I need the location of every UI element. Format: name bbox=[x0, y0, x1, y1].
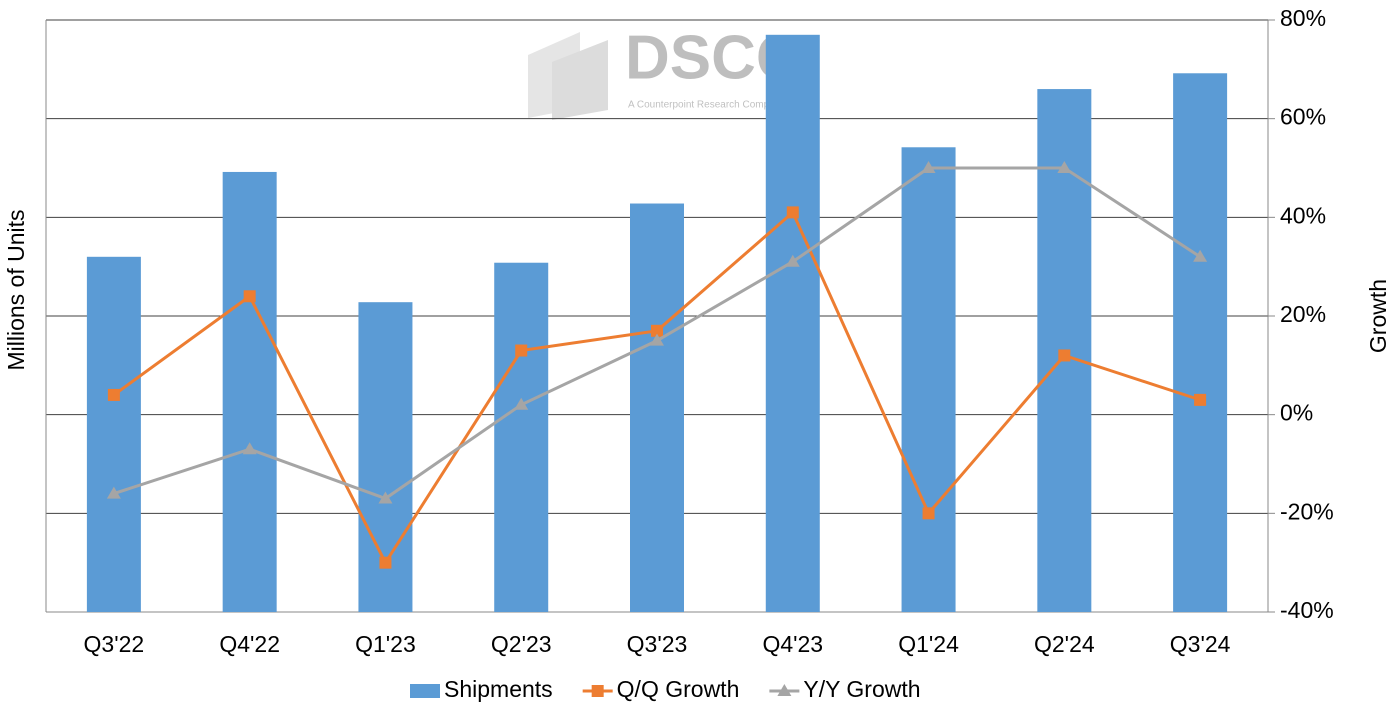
legend-label: Shipments bbox=[444, 676, 553, 702]
legend-marker bbox=[591, 685, 604, 697]
x-tick-label: Q4'22 bbox=[219, 631, 280, 657]
legend-label: Q/Q Growth bbox=[617, 676, 740, 702]
y2-tick-label: -40% bbox=[1280, 597, 1334, 623]
watermark: DSCC A Counterpoint Research Company bbox=[528, 23, 801, 120]
bar bbox=[901, 147, 956, 612]
y2-tick-label: -20% bbox=[1280, 498, 1334, 524]
point bbox=[378, 491, 393, 504]
y-axis-title: Millions of Units bbox=[3, 209, 29, 370]
y2-tick-label: 0% bbox=[1280, 400, 1313, 426]
point bbox=[922, 507, 935, 520]
point bbox=[786, 206, 799, 219]
y2-axis-title: Growth bbox=[1365, 279, 1391, 353]
point bbox=[1193, 249, 1208, 262]
point bbox=[651, 324, 663, 337]
point bbox=[107, 388, 120, 401]
x-tick-label: Q3'22 bbox=[84, 631, 145, 657]
x-tick-label: Q4'23 bbox=[762, 631, 823, 657]
point bbox=[1057, 161, 1072, 173]
y2-tick-label: 40% bbox=[1280, 202, 1326, 228]
bar bbox=[494, 262, 549, 612]
point bbox=[785, 254, 800, 267]
x-tick-label: Q1'24 bbox=[898, 631, 959, 657]
bar bbox=[86, 256, 141, 612]
point bbox=[1058, 349, 1071, 362]
bar bbox=[1173, 73, 1228, 612]
point bbox=[379, 556, 392, 569]
y2-tick-label: 80% bbox=[1280, 5, 1326, 31]
legend-marker bbox=[777, 684, 792, 696]
point bbox=[106, 486, 121, 499]
x-tick-label: Q1'23 bbox=[355, 631, 416, 657]
bar bbox=[630, 203, 684, 612]
bar bbox=[222, 171, 277, 613]
y2-tick-label: 20% bbox=[1280, 301, 1326, 327]
legend-label: Y/Y Growth bbox=[803, 676, 920, 702]
point bbox=[1194, 393, 1207, 406]
x-tick-label: Q3'24 bbox=[1170, 631, 1231, 657]
watermark-subtext: A Counterpoint Research Company bbox=[628, 100, 785, 111]
watermark-logo bbox=[552, 40, 608, 120]
point bbox=[650, 333, 664, 346]
bar bbox=[765, 34, 820, 613]
x-tick-label: Q3'23 bbox=[627, 631, 688, 657]
point bbox=[921, 161, 936, 173]
x-tick-label: Q2'23 bbox=[491, 631, 552, 657]
point bbox=[515, 344, 528, 357]
y2-tick-label: 60% bbox=[1280, 104, 1326, 130]
point bbox=[243, 290, 256, 303]
point bbox=[514, 397, 529, 410]
x-tick-label: Q2'24 bbox=[1034, 631, 1095, 657]
legend-swatch bbox=[410, 684, 440, 698]
watermark-logo bbox=[528, 32, 580, 118]
point bbox=[242, 442, 257, 455]
